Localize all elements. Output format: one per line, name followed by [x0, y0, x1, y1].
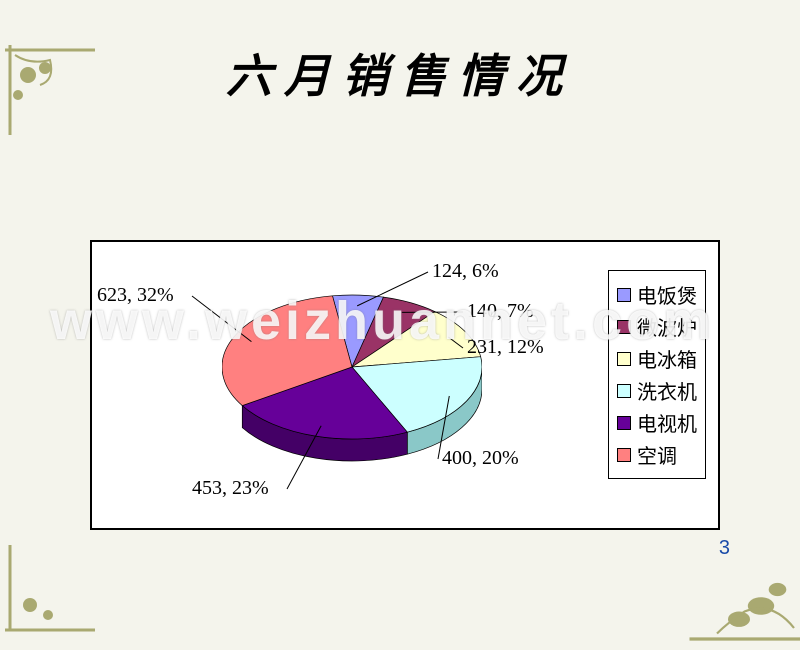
slice-label: 453, 23%	[192, 477, 269, 500]
legend-item: 空调	[617, 440, 697, 469]
page-title: 六月销售情况	[0, 40, 800, 106]
legend-swatch	[617, 448, 631, 462]
slice-label: 140, 7%	[467, 300, 534, 323]
chart-legend: 电饭煲微波炉电冰箱洗衣机电视机空调	[608, 270, 706, 479]
legend-label: 洗衣机	[637, 376, 697, 405]
slice-label: 124, 6%	[432, 260, 499, 283]
legend-label: 电冰箱	[637, 344, 697, 373]
page-number: 3	[719, 537, 730, 560]
legend-item: 电视机	[617, 408, 697, 437]
legend-item: 电冰箱	[617, 344, 697, 373]
legend-label: 微波炉	[637, 312, 697, 341]
legend-swatch	[617, 352, 631, 366]
legend-item: 电饭煲	[617, 280, 697, 309]
pie-chart-container: 124, 6% 140, 7% 231, 12% 400, 20% 453, 23% 62…	[90, 240, 720, 530]
slice-label: 231, 12%	[467, 336, 544, 359]
legend-swatch	[617, 320, 631, 334]
legend-swatch	[617, 288, 631, 302]
slice-label: 623, 32%	[97, 284, 174, 307]
legend-item: 微波炉	[617, 312, 697, 341]
decorative-corner-br	[680, 540, 800, 650]
slice-label: 400, 20%	[442, 447, 519, 470]
legend-label: 电饭煲	[637, 280, 697, 309]
legend-item: 洗衣机	[617, 376, 697, 405]
legend-label: 电视机	[637, 408, 697, 437]
legend-label: 空调	[637, 440, 677, 469]
decorative-corner-bl	[0, 540, 100, 640]
legend-swatch	[617, 384, 631, 398]
legend-swatch	[617, 416, 631, 430]
